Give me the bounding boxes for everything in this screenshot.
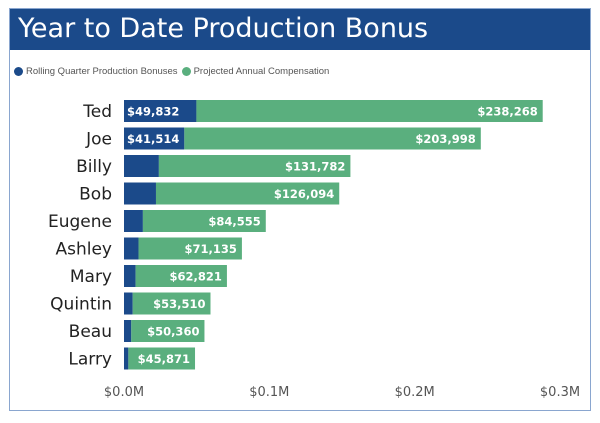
legend-item-rolling-quarter[interactable]: Rolling Quarter Production Bonuses [14,66,178,77]
data-label-projected-annual-compensation-ted: $238,268 [477,105,537,119]
x-tick-label-2: $0.2M [395,385,435,400]
bar-rolling-quarter-production-bonuses-larry [124,347,129,370]
category-label-joe: Joe [85,130,112,150]
bar-rolling-quarter-production-bonuses-beau [124,320,132,342]
category-label-ashley: Ashley [55,240,112,260]
bar-projected-annual-compensation-quintin [132,292,211,315]
category-label-bob: Bob [79,185,112,205]
data-label-rolling-quarter-production-bonuses-joe: $41,514 [127,132,179,146]
legend-marker-rolling-quarter [14,66,23,76]
x-tick-label-0: $0.0M [104,385,144,400]
bar-rolling-quarter-production-bonuses-quintin [124,292,133,315]
category-label-billy: Billy [76,157,112,177]
bar-rolling-quarter-production-bonuses-joe [124,127,185,150]
bar-rolling-quarter-production-bonuses-ashley [124,237,139,260]
bar-projected-annual-compensation-ashley [138,237,242,260]
x-tick-label-3: $0.3M [540,385,580,400]
category-label-mary: Mary [70,267,112,287]
bar-projected-annual-compensation-joe [184,127,481,150]
category-label-beau: Beau [69,322,112,342]
bar-rolling-quarter-production-bonuses-bob [124,182,156,205]
category-label-eugene: Eugene [48,212,112,232]
data-label-projected-annual-compensation-billy: $131,782 [285,160,345,174]
data-label-projected-annual-compensation-mary: $62,821 [170,270,222,284]
bar-projected-annual-compensation-beau [131,320,205,342]
bar-projected-annual-compensation-billy [158,155,351,177]
data-label-projected-annual-compensation-bob: $126,094 [274,187,334,201]
data-label-projected-annual-compensation-beau: $50,360 [147,325,199,339]
category-label-larry: Larry [68,350,112,370]
bar-projected-annual-compensation-bob [155,182,340,205]
bar-projected-annual-compensation-ted [196,100,543,122]
chart-title: Year to Date Production Bonus [18,13,429,44]
legend-label-projected-annual: Projected Annual Compensation [193,65,330,77]
data-label-projected-annual-compensation-joe: $203,998 [415,132,475,146]
data-label-projected-annual-compensation-eugene: $84,555 [208,215,260,229]
legend: Rolling Quarter Production Bonuses Proje… [14,64,333,78]
bar-rolling-quarter-production-bonuses-ted [124,100,197,122]
category-label-quintin: Quintin [50,295,112,315]
chart-card: Year to Date Production Bonus Rolling Qu… [9,8,591,411]
bar-rolling-quarter-production-bonuses-billy [124,155,159,177]
bar-projected-annual-compensation-eugene [142,210,266,232]
data-label-projected-annual-compensation-quintin: $53,510 [153,297,205,311]
data-label-rolling-quarter-production-bonuses-ted: $49,832 [127,105,179,119]
bar-projected-annual-compensation-larry [128,347,196,370]
bar-projected-annual-compensation-mary [135,265,227,287]
x-tick-label-1: $0.1M [249,385,289,400]
bar-rolling-quarter-production-bonuses-mary [124,265,136,287]
legend-label-rolling-quarter: Rolling Quarter Production Bonuses [26,65,178,77]
bar-rolling-quarter-production-bonuses-eugene [124,210,143,232]
title-bar: Year to Date Production Bonus [10,9,590,50]
legend-marker-projected-annual [181,66,191,76]
data-label-projected-annual-compensation-larry: $45,871 [138,352,190,366]
category-label-ted: Ted [82,102,112,122]
legend-item-projected-annual[interactable]: Projected Annual Compensation [181,65,330,77]
data-label-projected-annual-compensation-ashley: $71,135 [185,242,237,256]
